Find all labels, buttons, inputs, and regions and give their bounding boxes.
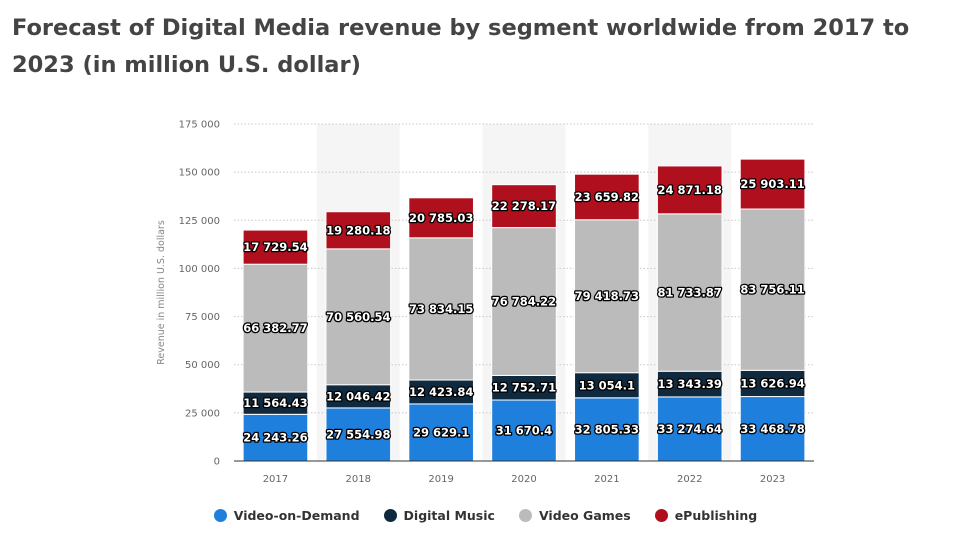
x-tick-label: 2022 bbox=[677, 474, 702, 485]
data-label: 23 659.82 bbox=[575, 190, 639, 204]
data-label: 33 274.64 bbox=[658, 422, 722, 436]
bar-segment-video-games bbox=[656, 213, 723, 372]
legend-marker bbox=[518, 509, 532, 522]
bar-segment-epublishing bbox=[491, 184, 557, 229]
x-tick-label: 2019 bbox=[428, 474, 453, 485]
data-label: 31 670.4 bbox=[496, 424, 552, 438]
data-label: 13 054.1 bbox=[579, 378, 635, 392]
y-tick-label: 125 000 bbox=[179, 216, 220, 227]
legend-label: Video-on-Demand bbox=[233, 508, 360, 523]
bar-segment-video-on-demand bbox=[408, 403, 474, 462]
x-tick-label: 2023 bbox=[760, 474, 785, 485]
x-tick-label: 2021 bbox=[594, 474, 619, 485]
bar-segment-video-games bbox=[491, 227, 557, 376]
legend-item-epublishing[interactable]: ePublishing bbox=[654, 508, 758, 523]
legend-item-digital-music[interactable]: Digital Music bbox=[383, 508, 495, 523]
data-label: 12 752.71 bbox=[492, 381, 556, 395]
data-label: 25 903.11 bbox=[740, 177, 804, 191]
data-label: 12 423.84 bbox=[409, 385, 473, 399]
chart-title: Forecast of Digital Media revenue by seg… bbox=[12, 15, 910, 78]
bar-segment-epublishing bbox=[325, 211, 392, 250]
data-label: 79 418.73 bbox=[575, 289, 639, 303]
bar-segment-digital-music bbox=[739, 369, 806, 398]
y-axis-label: Revenue in million U.S. dollars bbox=[156, 220, 167, 365]
y-tick-label: 100 000 bbox=[179, 264, 220, 275]
data-label: 13 343.39 bbox=[658, 377, 722, 391]
legend-label: ePublishing bbox=[674, 508, 758, 523]
data-label: 19 280.18 bbox=[326, 223, 390, 237]
x-tick-label: 2020 bbox=[511, 474, 536, 485]
data-label: 20 785.03 bbox=[409, 211, 473, 225]
data-label: 11 564.43 bbox=[243, 396, 307, 410]
bar-segment-video-games bbox=[325, 248, 392, 386]
bar-segment-video-on-demand bbox=[325, 407, 392, 462]
chart-legend: Video-on-Demand Digital Music Video Games e… bbox=[0, 508, 971, 523]
x-tick-label: 2017 bbox=[263, 474, 288, 485]
bar-segment-digital-music bbox=[574, 372, 640, 399]
data-label: 29 629.1 bbox=[413, 425, 469, 439]
data-label: 70 560.54 bbox=[326, 310, 390, 324]
bar-segment-video-games bbox=[242, 263, 309, 393]
legend-item-video-games[interactable]: Video Games bbox=[518, 508, 631, 523]
bar-segment-video-on-demand bbox=[739, 396, 806, 462]
data-label: 76 784.22 bbox=[492, 295, 556, 309]
legend-label: Digital Music bbox=[403, 508, 495, 523]
data-label: 17 729.54 bbox=[243, 240, 307, 254]
legend-marker bbox=[383, 509, 397, 522]
data-label: 13 626.94 bbox=[740, 376, 804, 390]
legend-marker bbox=[213, 509, 227, 522]
y-tick-label: 175 000 bbox=[179, 120, 220, 131]
bar-segment-video-on-demand bbox=[574, 397, 640, 462]
bar-segment-video-games bbox=[408, 237, 474, 381]
bar-segment-video-games bbox=[739, 208, 806, 371]
bar-segment-epublishing bbox=[574, 173, 640, 221]
legend-marker bbox=[654, 509, 668, 522]
x-tick-label: 2018 bbox=[346, 474, 371, 485]
data-label: 83 756.11 bbox=[740, 283, 804, 297]
bar-segment-epublishing bbox=[242, 229, 309, 265]
legend-item-video-on-demand[interactable]: Video-on-Demand bbox=[213, 508, 360, 523]
bar-segment-digital-music bbox=[491, 374, 557, 401]
data-label: 73 834.15 bbox=[409, 302, 473, 316]
bar-segment-video-on-demand bbox=[491, 399, 557, 462]
data-label: 12 046.42 bbox=[326, 389, 390, 403]
y-tick-label: 50 000 bbox=[185, 360, 220, 371]
bar-segment-epublishing bbox=[408, 197, 474, 239]
data-label: 81 733.87 bbox=[658, 286, 722, 300]
bar-segment-epublishing bbox=[739, 158, 806, 210]
y-tick-label: 25 000 bbox=[185, 408, 220, 419]
y-tick-label: 150 000 bbox=[179, 168, 220, 179]
data-label: 33 468.78 bbox=[740, 422, 804, 436]
data-label: 32 805.33 bbox=[575, 422, 639, 436]
legend-label: Video Games bbox=[538, 508, 631, 523]
data-label: 27 554.98 bbox=[326, 427, 390, 441]
y-tick-label: 75 000 bbox=[185, 312, 220, 323]
bar-segment-epublishing bbox=[656, 165, 723, 215]
data-label: 22 278.17 bbox=[492, 199, 556, 213]
bar-segment-video-games bbox=[574, 219, 640, 374]
bar-segment-video-on-demand bbox=[656, 396, 723, 462]
data-label: 24 871.18 bbox=[658, 183, 722, 197]
data-label: 24 243.26 bbox=[243, 431, 307, 445]
y-tick-label: 0 bbox=[214, 457, 220, 468]
data-label: 66 382.77 bbox=[243, 321, 307, 335]
